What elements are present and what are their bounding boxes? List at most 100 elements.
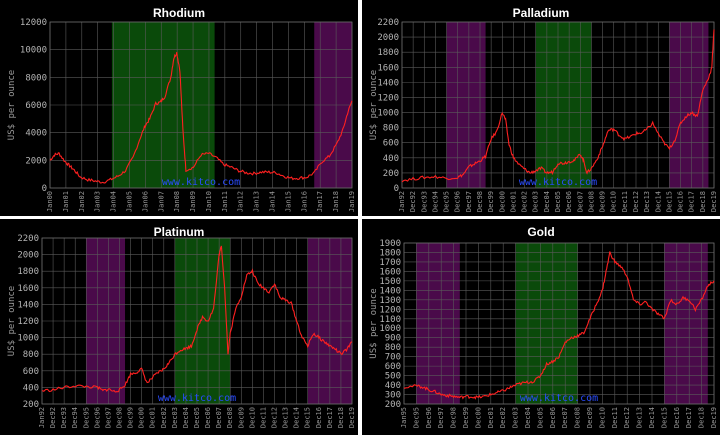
x-tick-label: Dec14: [654, 191, 662, 212]
x-tick-label: Jan10: [205, 191, 213, 212]
y-tick-label: 400: [383, 154, 399, 164]
chart-title: Rhodium: [153, 6, 205, 20]
x-tick-label: Dec11: [611, 407, 619, 428]
x-tick-label: Dec93: [420, 191, 428, 212]
x-tick-label: Dec97: [104, 407, 112, 428]
y-tick-label: 1500: [379, 277, 401, 287]
x-tick-label: Dec96: [425, 407, 433, 428]
plot-frame: [49, 21, 353, 189]
x-tick-label: Dec99: [462, 407, 470, 428]
x-tick-label: Dec09: [237, 407, 245, 428]
rhodium-chart-panel: 0 2000 4000 6000 8000 10000 12000 Jan00 Jan01 Jan…: [0, 0, 358, 216]
x-tick-label: Dec15: [660, 407, 668, 428]
x-tick-label: Jan03: [94, 191, 102, 212]
y-tick-label: 1200: [377, 93, 399, 103]
x-tick-label: Dec03: [171, 407, 179, 428]
x-tick-label: Dec19: [710, 407, 718, 428]
x-tick-label: Dec95: [412, 407, 420, 428]
x-tick-label: Jan12: [237, 191, 245, 212]
y-tick-label: 2000: [17, 251, 39, 261]
x-tick-label: Jan17: [316, 191, 324, 212]
x-tick-label: Jan15: [284, 191, 292, 212]
palladium-band-3: [669, 22, 709, 188]
x-tick-label: Dec07: [215, 407, 223, 428]
gold-band-1: [416, 243, 460, 404]
x-tick-label: Dec12: [632, 191, 640, 212]
y-axis-label: US$ per ounce: [369, 288, 379, 358]
x-tick-label: Dec98: [476, 191, 484, 212]
y-tick-label: 800: [385, 343, 401, 353]
x-tick-label: Jan01: [62, 191, 70, 212]
x-tick-label: Jan07: [157, 191, 165, 212]
x-tick-label: Dec05: [536, 407, 544, 428]
y-tick-label: 800: [23, 350, 39, 360]
y-tick-label: 600: [385, 362, 401, 372]
x-tick-label: Dec17: [688, 191, 696, 212]
x-tick-label: Dec94: [431, 191, 439, 212]
x-tick-label: Dec03: [512, 407, 520, 428]
y-tick-label: 1800: [379, 248, 401, 258]
platinum-chart-panel: 200 400 600 800 1000 1200 1400 1600 1800 2000 2200…: [0, 219, 358, 435]
x-tick-label: Dec93: [60, 407, 68, 428]
y-tick-label: 1600: [377, 63, 399, 73]
y-tick-label: 200: [383, 169, 399, 179]
x-tick-label: Dec04: [182, 407, 190, 428]
x-tick-label: Dec15: [665, 191, 673, 212]
rhodium-chart: 0 2000 4000 6000 8000 10000 12000 Jan00 Jan01 Jan…: [7, 6, 356, 212]
x-tick-label: Dec12: [271, 407, 279, 428]
y-tick-label: 200: [385, 400, 401, 410]
x-tick-label: Jan08: [173, 191, 181, 212]
x-tick-label: Jan19: [348, 191, 356, 212]
x-tick-label: Dec15: [304, 407, 312, 428]
y-tick-label: 1600: [379, 267, 401, 277]
y-tick-label: 1200: [17, 317, 39, 327]
gold-band-2: [515, 243, 578, 404]
y-tick-label: 4000: [25, 129, 47, 139]
plot-frame: [403, 242, 715, 405]
x-tick-label: Dec13: [643, 191, 651, 212]
x-tick-label: Dec16: [673, 407, 681, 428]
x-tick-label: Dec92: [409, 191, 417, 212]
x-tick-label: Dec95: [443, 191, 451, 212]
x-tick-label: Dec94: [71, 407, 79, 428]
x-tick-label: Dec13: [282, 407, 290, 428]
y-tick-label: 500: [385, 372, 401, 382]
y-tick-label: 900: [385, 334, 401, 344]
x-tick-label: Dec19: [710, 191, 718, 212]
x-tick-label: Jan09: [189, 191, 197, 212]
y-tick-label: 1200: [379, 305, 401, 315]
x-tick-label: Dec09: [599, 191, 607, 212]
x-tick-label: Jan16: [300, 191, 308, 212]
x-tick-label: Jan06: [141, 191, 149, 212]
y-tick-label: 1300: [379, 296, 401, 306]
y-tick-label: 200: [23, 400, 39, 410]
x-tick-label: Dec10: [248, 407, 256, 428]
x-tick-label: Jan14: [269, 191, 277, 212]
x-tick-label: Dec92: [49, 407, 57, 428]
y-tick-label: 2000: [377, 33, 399, 43]
chart-title: Platinum: [154, 225, 205, 239]
x-tick-label: Dec16: [315, 407, 323, 428]
x-tick-label: Dec97: [437, 407, 445, 428]
y-tick-label: 1000: [379, 324, 401, 334]
x-tick-label: Dec04: [524, 407, 532, 428]
y-tick-label: 1700: [379, 258, 401, 268]
palladium-band-1: [446, 22, 486, 188]
y-axis-label: US$ per ounce: [7, 286, 17, 356]
x-tick-label: Jan02: [78, 191, 86, 212]
x-tick-label: Dec01: [149, 407, 157, 428]
x-tick-label: Dec18: [698, 407, 706, 428]
palladium-chart: 0 200 400 600 800 1000 1200 1400 1600 1800 2000 220…: [369, 6, 718, 212]
x-tick-label: Dec06: [565, 191, 573, 212]
plot-frame: [401, 21, 715, 189]
y-tick-label: 2000: [25, 156, 47, 166]
x-tick-label: Dec18: [699, 191, 707, 212]
rhodium-price-line: [49, 51, 353, 184]
palladium-price-line: [401, 29, 715, 183]
x-tick-label: Dec17: [326, 407, 334, 428]
palladium-chart-panel: 0 200 400 600 800 1000 1200 1400 1600 1800 2000 220…: [362, 0, 720, 216]
x-tick-label: Jan95: [400, 407, 408, 428]
x-tick-label: Dec12: [623, 407, 631, 428]
x-tick-label: Dec99: [487, 191, 495, 212]
x-tick-label: Dec98: [116, 407, 124, 428]
